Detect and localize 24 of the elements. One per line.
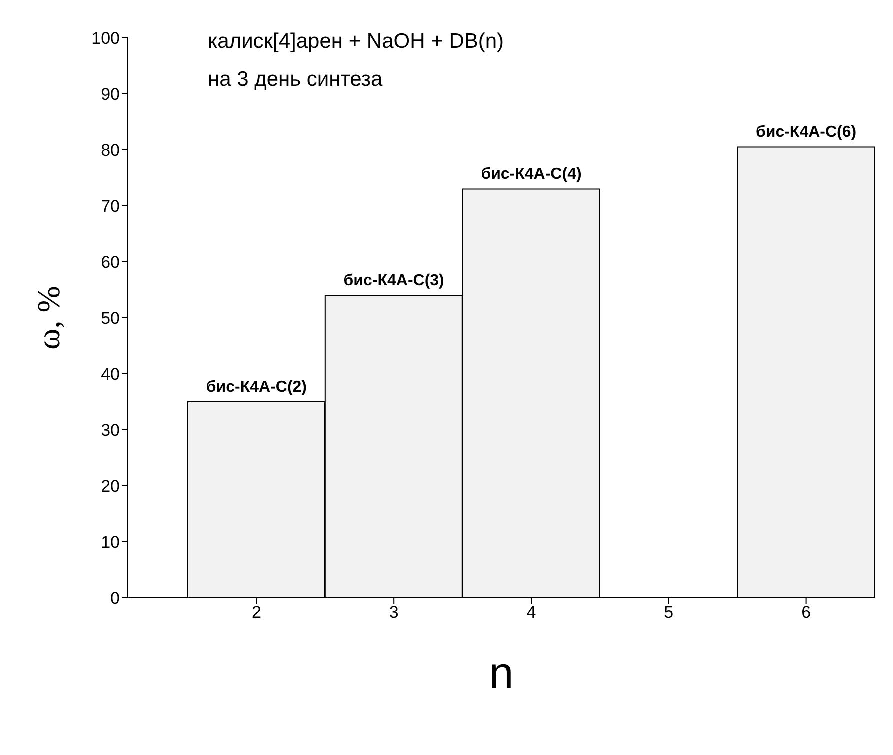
y-tick-label: 70 xyxy=(101,197,120,216)
x-tick-label: 5 xyxy=(664,603,674,622)
x-tick-label: 4 xyxy=(526,603,536,622)
annotation: бис-К4А-С(3) xyxy=(344,272,444,290)
x-tick-label: 2 xyxy=(252,603,262,622)
annotation: на 3 день синтеза xyxy=(208,68,383,92)
y-tick-label: 60 xyxy=(101,253,120,272)
y-tick-label: 50 xyxy=(101,309,120,328)
y-tick-label: 100 xyxy=(92,29,120,48)
x-tick-label: 3 xyxy=(389,603,399,622)
y-tick-label: 20 xyxy=(101,477,120,496)
annotation: калиск[4]арен + NaOH + DB(n) xyxy=(208,30,504,54)
y-tick-label: 80 xyxy=(101,141,120,160)
y-tick-label: 0 xyxy=(110,589,120,608)
y-axis-title: ω, % xyxy=(30,286,66,350)
y-tick-label: 40 xyxy=(101,365,120,384)
x-tick-label: 6 xyxy=(802,603,812,622)
y-tick-label: 30 xyxy=(101,421,120,440)
annotation: бис-К4А-С(6) xyxy=(756,124,857,142)
y-tick-label: 10 xyxy=(101,533,120,552)
y-tick-label: 90 xyxy=(101,85,120,104)
annotation: бис-К4А-С(2) xyxy=(206,379,308,396)
x-axis-title: n xyxy=(489,649,514,698)
annotation: бис-К4А-С(4) xyxy=(481,166,582,184)
